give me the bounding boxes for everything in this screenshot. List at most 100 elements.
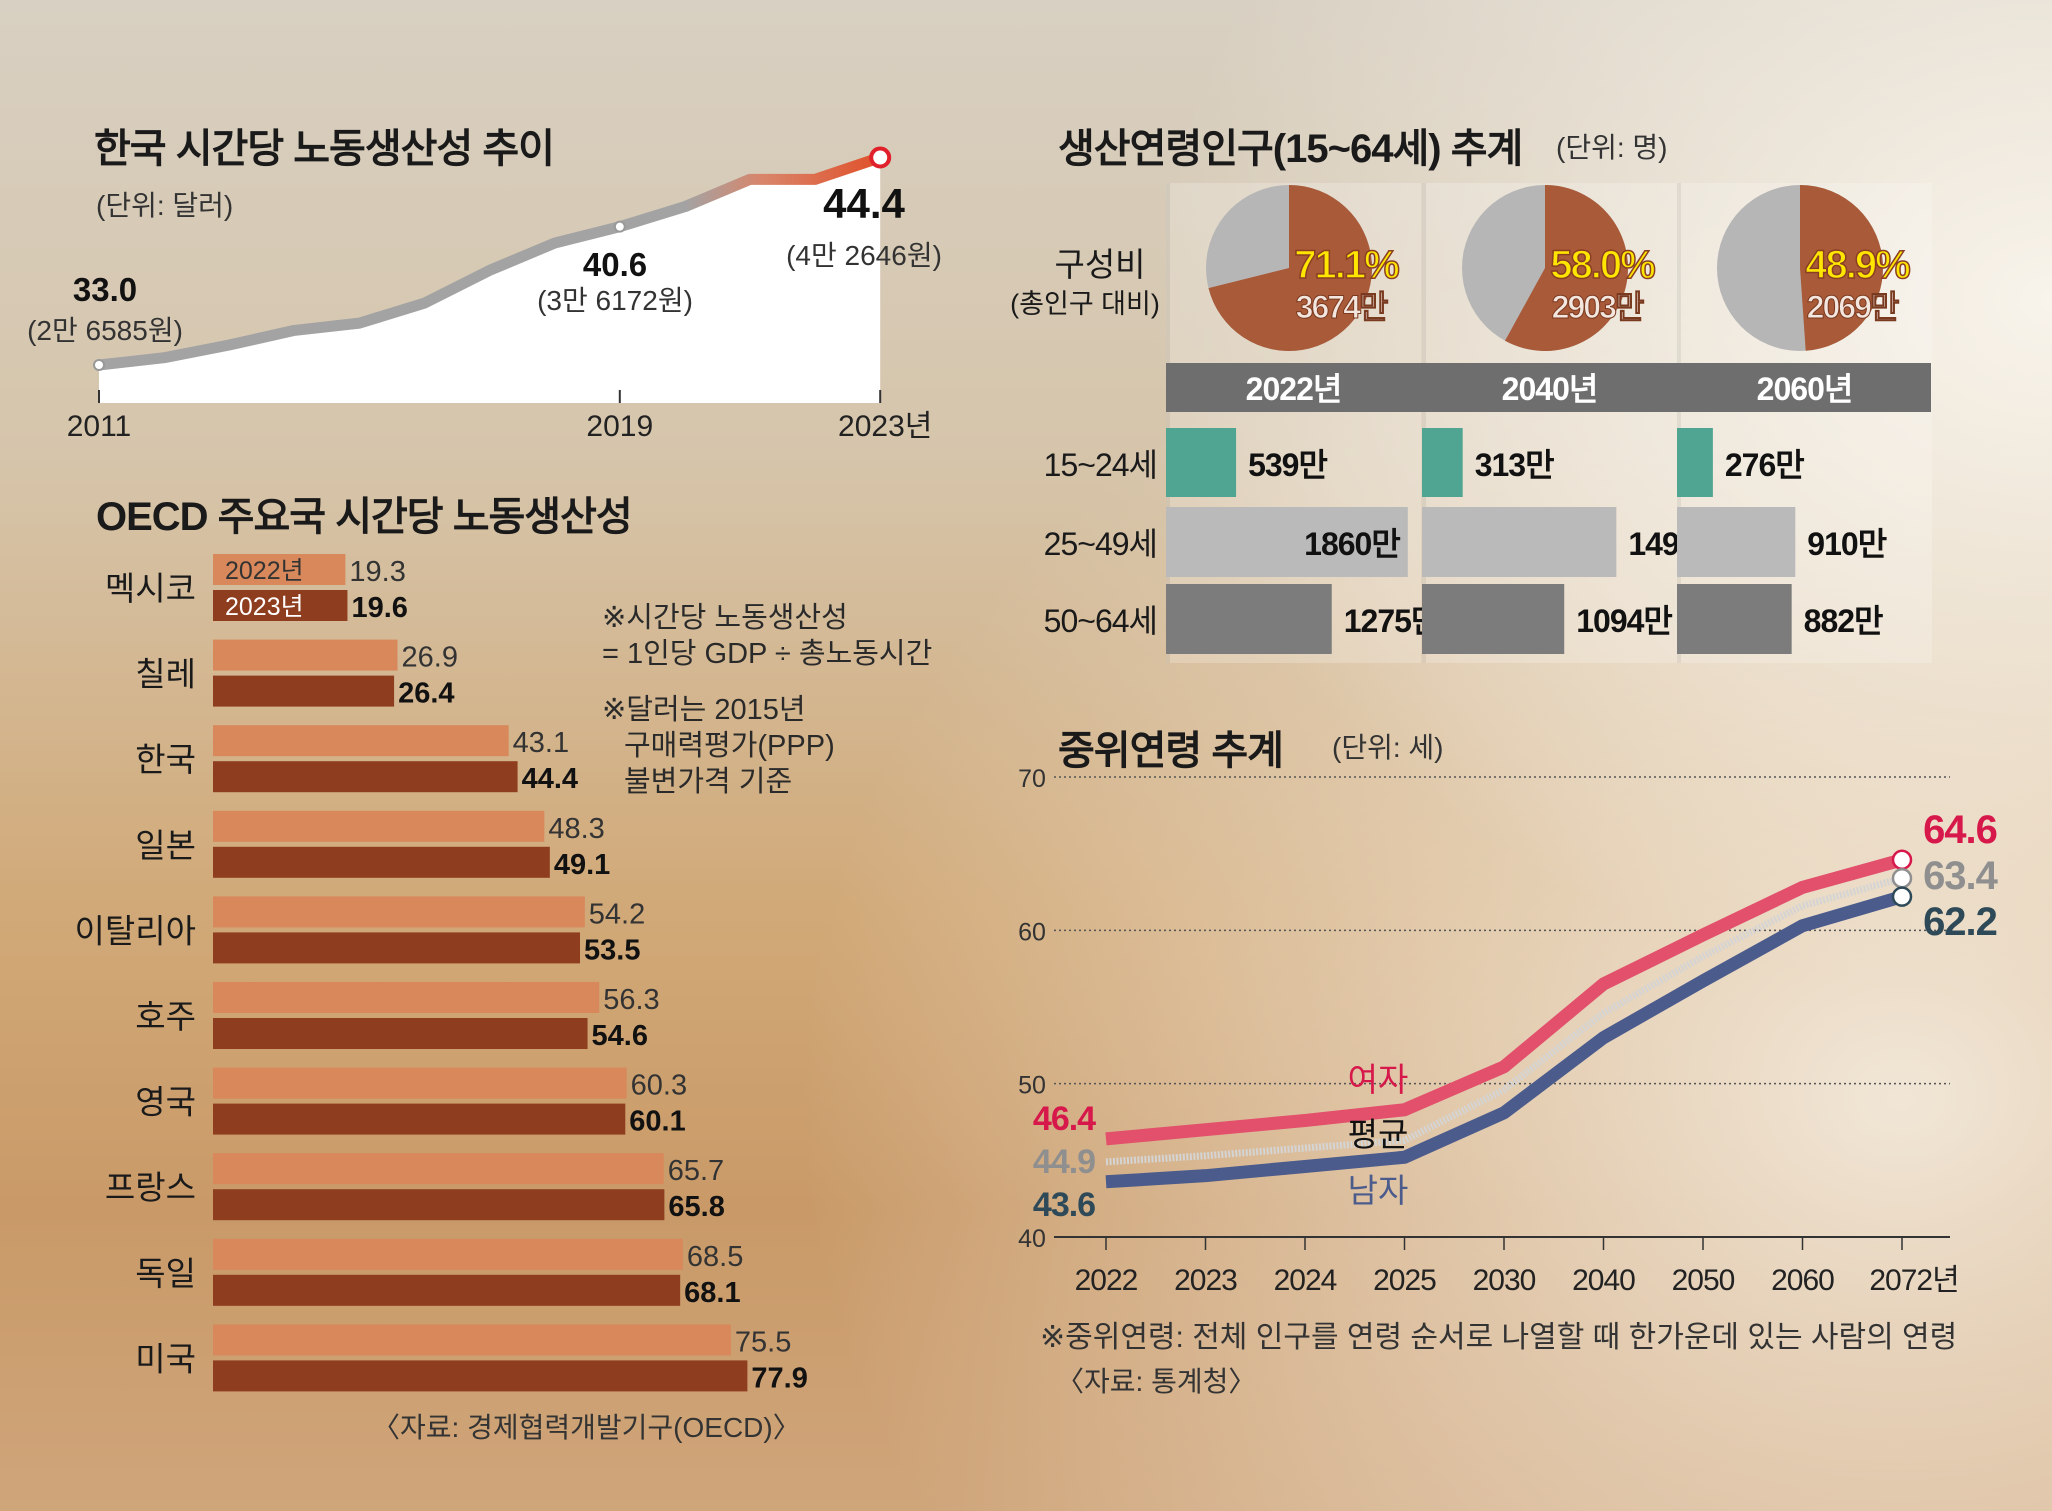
age-bar (1422, 428, 1463, 497)
bar-2023년 (213, 1360, 748, 1392)
age-bar-value: 1860만 (1304, 526, 1400, 562)
median-age-chart: 40 50 60 70 2022 2023 2024 2025 2030 2040 2050 2060… (1018, 765, 2000, 1297)
legend-label: 2023년 (225, 593, 304, 621)
pie-share-label: 58.0% (1550, 243, 1655, 287)
series-start-label: 46.4 (1033, 1100, 1096, 1138)
series-name-label: 여자 (1348, 1061, 1409, 1098)
year-band (1166, 363, 1931, 412)
bar-2023년 (213, 846, 550, 878)
series-name-label: 남자 (1348, 1172, 1409, 1209)
age-bar (1166, 584, 1332, 654)
bar-value: 77.9 (751, 1362, 807, 1394)
bar-value: 68.1 (684, 1277, 740, 1309)
working-pop-unit: (단위: 명) (1556, 132, 1668, 163)
oecd-title: OECD 주요국 시간당 노동생산성 (96, 495, 633, 539)
bar-value: 26.9 (402, 642, 458, 674)
age-bar (1677, 507, 1796, 577)
kr-trend-chart: 2011 2019 2023년 33.0 (2만 6585원) 40.6(3만 6172원… (27, 146, 942, 443)
year-label: 2060년 (1757, 371, 1853, 407)
oecd-source: 〈자료: 경제협력개발기구(OECD)〉 (372, 1412, 801, 1443)
y-tick-label: 60 (1018, 918, 1046, 946)
country-label: 독일 (135, 1255, 196, 1292)
bar-2022년 (213, 896, 585, 928)
country-label: 호주 (135, 998, 196, 1035)
pie-total-label: 2069만 (1807, 289, 1899, 325)
x-tick-label: 2025 (1373, 1264, 1436, 1297)
year-label: 2040년 (1502, 371, 1598, 407)
kr-trend-title: 한국 시간당 노동생산성 추이 (94, 127, 555, 171)
age-bar (1422, 507, 1617, 577)
bar-2023년 (213, 932, 581, 964)
median-age-title: 중위연령 추계 (1058, 729, 1284, 773)
country-label: 한국 (135, 741, 196, 778)
series-end-label: 64.6 (1923, 808, 1997, 852)
pie-working-slice (1208, 185, 1372, 351)
kr-trend-unit: (단위: 달러) (96, 190, 234, 221)
pie-share-label: 71.1% (1294, 243, 1399, 287)
series-start-label: 44.9 (1033, 1143, 1095, 1181)
country-label: 멕시코 (105, 570, 196, 607)
trend-point (613, 220, 626, 233)
note-line: = 1인당 GDP ÷ 총노동시간 (602, 638, 933, 670)
country-label: 프랑스 (105, 1169, 196, 1206)
bar-value: 68.5 (687, 1241, 743, 1273)
bar-value: 54.2 (589, 898, 645, 930)
bar-value: 65.7 (668, 1155, 724, 1187)
trend-line (98, 174, 753, 371)
note-line: ※시간당 노동생산성 (602, 602, 848, 634)
median-age-unit: (단위: 세) (1332, 732, 1444, 763)
column-shadow (1677, 183, 1681, 663)
working-pop-title: 생산연령인구(15~64세) 추계 (1058, 127, 1523, 171)
bar-2023년 (213, 1018, 588, 1049)
bar-2023년 (213, 590, 348, 621)
bar-2022년 (213, 554, 346, 585)
trend-line-recent (682, 152, 882, 212)
bar-2022년 (213, 1153, 664, 1185)
age-bar (1677, 428, 1713, 497)
y-tick-label: 40 (1018, 1225, 1046, 1253)
age-bar-value: 1094만 (1576, 603, 1672, 639)
pie-share-label: 48.9% (1805, 243, 1910, 287)
age-bar-value: 882만 (1804, 603, 1883, 639)
bar-value: 60.1 (629, 1106, 685, 1138)
bar-2023년 (213, 761, 518, 793)
value-label: 33.0 (73, 271, 137, 308)
krw-label: (4만 2646원) (786, 240, 942, 271)
series-line-평균 (1105, 874, 1903, 1166)
x-tick-label: 2024 (1274, 1264, 1337, 1297)
trend-point (93, 359, 105, 371)
x-tick-label: 2011 (67, 410, 132, 443)
age-bar (1677, 584, 1792, 654)
bar-2022년 (213, 725, 509, 757)
bar-value: 53.5 (584, 934, 640, 966)
bar-value: 44.4 (522, 763, 578, 795)
bar-value: 60.3 (631, 1070, 687, 1102)
value-label: 44.4 (823, 180, 905, 227)
age-bar-value: 910만 (1807, 526, 1886, 562)
bar-value: 43.1 (513, 727, 569, 759)
series-end-marker (1891, 849, 1913, 871)
y-tick-label: 70 (1018, 765, 1046, 793)
pie-total-label: 2903만 (1552, 289, 1644, 325)
bar-value: 65.8 (668, 1191, 724, 1223)
trend-point (869, 146, 892, 169)
bar-2022년 (213, 982, 600, 1013)
series-name-label: 평균 (1348, 1116, 1409, 1153)
krw-label: (2만 6585원) (27, 315, 183, 346)
working-pop-chart: 71.1%3674만 2022년 58.0%2903만 2040년 48.9%2069만… (1044, 183, 1932, 663)
x-tick-label: 2050 (1672, 1264, 1735, 1297)
y-tick-label: 50 (1018, 1072, 1046, 1100)
bar-value: 75.5 (735, 1326, 791, 1358)
series-end-label: 63.4 (1923, 854, 1999, 898)
age-bar (1166, 507, 1408, 577)
x-tick-label: 2060 (1771, 1264, 1834, 1297)
age-group-label: 15~24세 (1044, 447, 1157, 483)
legend-label: 2022년 (225, 557, 304, 585)
pie-working-slice (1800, 185, 1883, 351)
note-line: 구매력평가(PPP) (624, 730, 835, 762)
bar-value: 49.1 (554, 849, 610, 881)
bar-value: 26.4 (398, 678, 454, 710)
series-line-여자 (1105, 853, 1904, 1146)
x-tick-label: 2040 (1572, 1264, 1635, 1297)
